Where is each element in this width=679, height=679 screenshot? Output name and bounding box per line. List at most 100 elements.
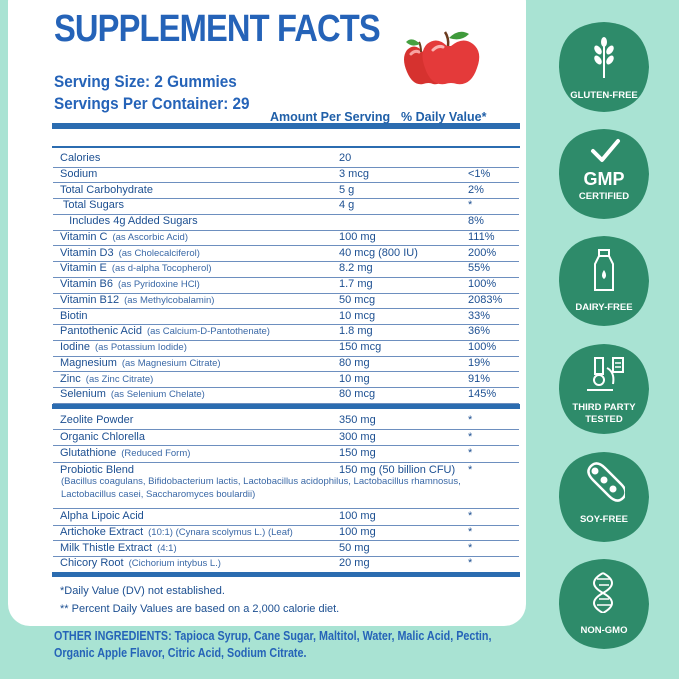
dv-column-header: % Daily Value* xyxy=(401,110,487,124)
nutrient-name-text: Vitamin E xyxy=(60,262,107,275)
nutrient-dv: 111% xyxy=(468,230,495,243)
nutrient-dv: * xyxy=(468,510,473,522)
table-row: Sodium 3 mcg <1% xyxy=(53,167,519,184)
nutrient-name-text: Sodium xyxy=(60,167,98,180)
other-ingredients-line1: OTHER INGREDIENTS: Tapioca Syrup, Cane S… xyxy=(54,629,492,643)
nutrient-name-text: Pantothenic Acid xyxy=(60,325,142,338)
table-row: Pantothenic Acid (as Calcium-D-Pantothena… xyxy=(53,324,519,341)
other-ingredients: OTHER INGREDIENTS: Tapioca Syrup, Cane S… xyxy=(54,628,524,662)
table-row: Vitamin D3 (as Cholecalciferol) 40 mcg (80… xyxy=(53,246,519,262)
nutrient-dv: * xyxy=(468,464,473,476)
nutrient-dv: 33% xyxy=(468,309,491,322)
nutrient-name-text: Iodine xyxy=(60,341,90,353)
nutrient-qualifier: (as Ascorbic Acid) xyxy=(112,231,188,243)
nutrient-dv: <1% xyxy=(468,167,491,180)
amount-column-header: Amount Per Serving xyxy=(270,110,391,124)
nutrient-name: Vitamin D3 (as Cholecalciferol) xyxy=(60,247,200,259)
nutrient-name: Vitamin C (as Ascorbic Acid) xyxy=(60,231,188,243)
nutrient-name-text: Alpha Lipoic Acid xyxy=(60,510,144,522)
nutrient-amount: 50 mg xyxy=(339,541,370,554)
checkmark-icon xyxy=(591,139,620,162)
nutrient-qualifier: (as Pyridoxine HCl) xyxy=(118,279,200,290)
bottom-divider xyxy=(52,572,520,577)
dairy-free-badge: DAIRY-FREE xyxy=(555,232,653,330)
soybean-icon xyxy=(587,462,625,502)
nutrient-dv: * xyxy=(468,199,473,212)
nutrient-amount: 1.7 mg xyxy=(339,278,373,290)
table-row: Magnesium (as Magnesium Citrate) 80 mg 19% xyxy=(53,356,519,373)
nutrient-qualifier: (as Zinc Citrate) xyxy=(85,373,154,385)
nutrient-dv: 36% xyxy=(468,325,491,338)
third-party-tested-badge: THIRD PARTY TESTED xyxy=(555,340,653,438)
nutrient-dv: 100% xyxy=(468,278,497,290)
badge-label: SOY-FREE xyxy=(579,514,629,525)
nutrient-amount: 100 mg xyxy=(339,525,376,538)
badge-label: GMP xyxy=(583,169,625,189)
table-row: Vitamin B12 (as Methylcobalamin) 50 mcg 208… xyxy=(53,293,519,310)
nutrient-name: Zeolite Powder xyxy=(60,414,133,426)
nutrient-dv: 8% xyxy=(468,215,484,227)
nutrient-amount: 40 mcg (800 IU) xyxy=(339,246,418,259)
nutrient-dv: 145% xyxy=(468,388,497,401)
nutrient-name: Total Sugars xyxy=(60,199,124,211)
nutrient-dv: * xyxy=(468,525,473,538)
table-row: Includes 4g Added Sugars 8% xyxy=(53,214,519,231)
nutrient-amount: 1.8 mg xyxy=(339,325,373,338)
nutrient-name: Vitamin B6 (as Pyridoxine HCl) xyxy=(60,278,200,290)
probiotic-strains-line1: (Bacillus coagulans, Bifidobacterium lac… xyxy=(61,476,461,487)
badge-label: GLUTEN-FREE xyxy=(570,90,638,101)
nutrient-dv: 91% xyxy=(468,372,491,385)
nutrient-dv: * xyxy=(468,430,473,443)
nutrient-name-text: Magnesium xyxy=(60,356,117,369)
nutrient-name: Includes 4g Added Sugars xyxy=(60,215,198,227)
nutrient-name-text: Zeolite Powder xyxy=(60,414,134,426)
footnote-percent: ** Percent Daily Values are based on a 2… xyxy=(60,603,340,615)
milk-bottle-icon xyxy=(594,249,614,291)
table-row: Total Carbohydrate 5 g 2% xyxy=(53,183,519,199)
nutrient-name: Pantothenic Acid (as Calcium-D-Pantothena… xyxy=(60,325,270,337)
table-row: Artichoke Extract (10:1) (Cynara scolymus… xyxy=(53,525,519,542)
nutrient-name: Alpha Lipoic Acid xyxy=(60,510,144,522)
nutrient-amount: 5 g xyxy=(339,183,355,196)
nutrient-amount: 80 mg xyxy=(339,356,370,369)
nutrient-name-text: Artichoke Extract xyxy=(60,525,144,538)
badge-label: THIRD PARTY xyxy=(572,402,636,413)
table-row: Zeolite Powder 350 mg * xyxy=(53,413,519,430)
nutrient-name-text: Total Carbohydrate xyxy=(60,183,153,196)
page-title: SUPPLEMENT FACTS xyxy=(54,8,381,50)
nutrient-name-text: Vitamin D3 xyxy=(60,246,114,259)
probiotic-row: Probiotic Blend 150 mg (50 billion CFU) … xyxy=(53,463,519,509)
nutrient-amount: 50 mcg xyxy=(339,293,376,306)
table-row: Iodine (as Potassium Iodide) 150 mcg 100% xyxy=(53,340,519,357)
nutrient-dv: * xyxy=(468,557,473,570)
nutrient-name: Magnesium (as Magnesium Citrate) xyxy=(60,357,221,369)
table-row: Total Sugars 4 g * xyxy=(53,198,519,215)
table-row: Biotin 10 mcg 33% xyxy=(53,309,519,325)
gluten-free-badge: GLUTEN-FREE xyxy=(555,18,653,116)
section-divider xyxy=(52,404,520,409)
table-row: Vitamin C (as Ascorbic Acid) 100 mg 111% xyxy=(53,230,519,247)
nutrient-qualifier: (as Potassium Iodide) xyxy=(94,342,187,353)
badge-sublabel: TESTED xyxy=(585,414,623,425)
supplement-facts-panel: SUPPLEMENT FACTS Serving Size: 2 Gummies… xyxy=(8,0,526,626)
nutrient-amount: 10 mg xyxy=(339,372,370,385)
apples-illustration xyxy=(404,31,480,85)
nutrient-name: Biotin xyxy=(60,310,88,322)
other-ingredients-line2: Organic Apple Flavor, Citric Acid, Sodiu… xyxy=(54,646,307,660)
nutrient-name-text: Organic Chlorella xyxy=(60,430,145,443)
serving-size: Serving Size: 2 Gummies xyxy=(54,72,237,91)
nutrient-dv: 55% xyxy=(468,262,491,275)
nutrient-amount: 20 xyxy=(339,152,352,164)
nutrient-name-text: Includes 4g Added Sugars xyxy=(60,215,198,227)
badge-label: NON-GMO xyxy=(580,625,628,636)
nutrient-qualifier: (as Selenium Chelate) xyxy=(110,389,205,401)
nutrient-name: Zinc (as Zinc Citrate) xyxy=(60,373,153,385)
nutrient-qualifier: (Reduced Form) xyxy=(121,448,191,459)
nutrient-qualifier: (as Cholecalciferol) xyxy=(118,247,200,259)
nutrient-name-text: Selenium xyxy=(60,388,106,401)
nutrient-name: Iodine (as Potassium Iodide) xyxy=(60,341,187,353)
nutrient-name: Vitamin B12 (as Methylcobalamin) xyxy=(60,294,214,306)
nutrient-amount: 3 mcg xyxy=(339,167,369,180)
nutrient-amount: 150 mcg xyxy=(339,341,382,353)
header-divider xyxy=(52,146,520,148)
